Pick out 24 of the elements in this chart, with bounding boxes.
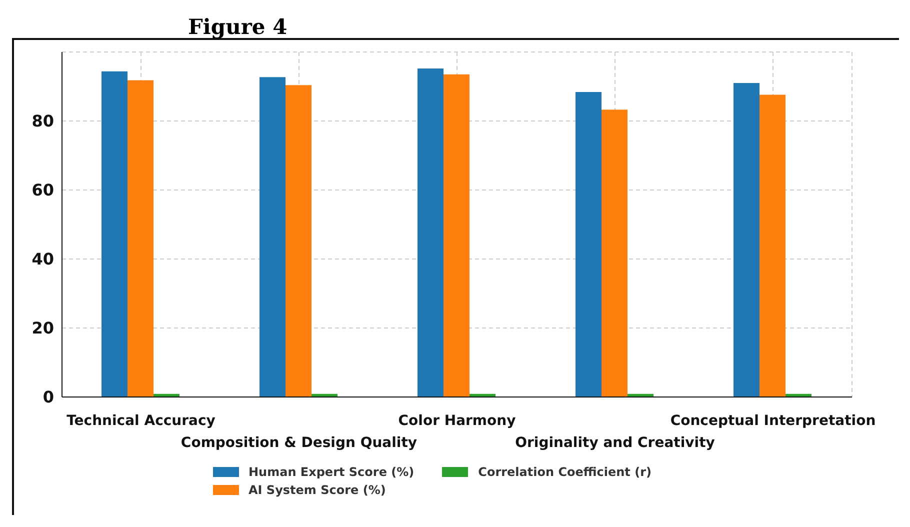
y-tick-label: 40: [32, 250, 54, 269]
bar: [286, 85, 312, 397]
y-tick-label: 80: [32, 112, 54, 131]
bar: [444, 74, 470, 397]
chart-title: Figure 4: [188, 14, 288, 39]
x-tick-label: Color Harmony: [398, 413, 516, 429]
x-tick-label: Composition & Design Quality: [180, 435, 418, 451]
bar: [602, 110, 628, 397]
bar: [102, 71, 128, 397]
y-tick-label: 60: [32, 180, 54, 200]
bar: [734, 83, 760, 397]
x-tick-label: Originality and Creativity: [515, 435, 715, 451]
bar: [418, 68, 444, 397]
y-tick-label: 20: [32, 318, 54, 338]
x-tick-label: Conceptual Interpretation: [670, 413, 876, 429]
legend-label: AI System Score (%): [248, 483, 386, 497]
y-tick-label: 0: [42, 388, 54, 407]
legend-label: Human Expert Score (%): [248, 465, 414, 479]
bar: [576, 92, 602, 397]
legend-label: Correlation Coefficient (r): [478, 465, 652, 479]
x-tick-label: Technical Accuracy: [66, 413, 216, 429]
bar: [760, 94, 786, 397]
bar: [260, 77, 286, 397]
bar: [128, 80, 154, 397]
